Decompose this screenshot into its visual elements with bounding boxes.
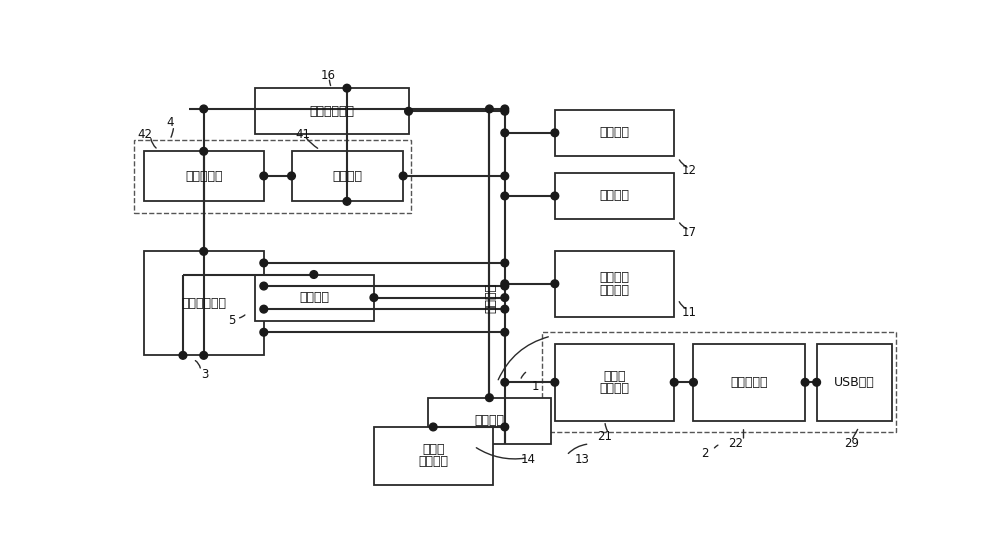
Text: 显示单元: 显示单元 [600, 189, 630, 203]
Circle shape [486, 105, 493, 113]
Circle shape [501, 108, 509, 115]
Circle shape [429, 423, 437, 431]
Circle shape [501, 105, 509, 113]
Circle shape [200, 148, 208, 155]
FancyBboxPatch shape [693, 344, 805, 421]
Text: 16: 16 [320, 69, 335, 82]
Text: 1: 1 [532, 380, 539, 392]
FancyBboxPatch shape [255, 275, 374, 321]
Circle shape [670, 379, 678, 386]
Text: 物理层: 物理层 [603, 370, 626, 382]
Text: 抗干扰电路: 抗干扰电路 [731, 376, 768, 389]
Circle shape [310, 271, 318, 279]
Circle shape [690, 379, 697, 386]
Text: 12: 12 [682, 164, 697, 177]
Text: 过流保护电路: 过流保护电路 [309, 105, 354, 118]
Circle shape [501, 305, 509, 313]
Circle shape [501, 259, 509, 267]
Text: 通讯电路: 通讯电路 [600, 382, 630, 395]
Text: 4: 4 [166, 117, 174, 129]
Text: 42: 42 [137, 128, 152, 141]
Text: 22: 22 [728, 437, 743, 451]
Circle shape [200, 351, 208, 359]
Text: 编码器: 编码器 [422, 443, 445, 456]
Circle shape [501, 129, 509, 137]
FancyBboxPatch shape [555, 173, 674, 219]
Circle shape [551, 192, 559, 200]
Circle shape [405, 108, 412, 115]
Circle shape [260, 259, 268, 267]
FancyBboxPatch shape [144, 251, 264, 355]
Text: 29: 29 [844, 437, 859, 451]
Circle shape [288, 172, 295, 180]
FancyBboxPatch shape [555, 110, 674, 156]
Circle shape [260, 282, 268, 290]
Circle shape [501, 294, 509, 301]
Circle shape [399, 172, 407, 180]
Circle shape [801, 379, 809, 386]
Text: 驱动芯片: 驱动芯片 [332, 170, 362, 183]
Text: 电源电路: 电源电路 [474, 414, 504, 427]
Text: 5: 5 [228, 314, 235, 327]
Text: 11: 11 [682, 306, 697, 320]
Text: 外部接口单元: 外部接口单元 [182, 297, 227, 310]
Text: 微处理器: 微处理器 [484, 282, 497, 312]
Text: 3: 3 [201, 368, 208, 381]
Text: 21: 21 [597, 430, 612, 443]
Text: 14: 14 [520, 453, 535, 466]
FancyBboxPatch shape [255, 88, 409, 134]
Text: USB接口: USB接口 [834, 376, 875, 389]
Circle shape [501, 329, 509, 336]
Text: 13: 13 [574, 453, 589, 466]
Text: 抱闸系统: 抱闸系统 [299, 291, 329, 304]
FancyBboxPatch shape [144, 152, 264, 201]
Circle shape [200, 248, 208, 255]
Circle shape [551, 129, 559, 137]
Circle shape [260, 329, 268, 336]
FancyBboxPatch shape [428, 398, 551, 444]
Circle shape [501, 379, 509, 386]
Text: 通讯地址: 通讯地址 [600, 271, 630, 285]
Circle shape [260, 305, 268, 313]
Circle shape [200, 105, 208, 113]
Text: 报警单元: 报警单元 [600, 127, 630, 139]
Circle shape [343, 84, 351, 92]
Circle shape [370, 294, 378, 301]
Circle shape [486, 394, 493, 402]
Circle shape [501, 192, 509, 200]
Text: 17: 17 [682, 226, 697, 239]
Circle shape [501, 282, 509, 290]
FancyBboxPatch shape [817, 344, 892, 421]
Circle shape [179, 351, 187, 359]
FancyBboxPatch shape [555, 251, 674, 317]
Text: 2: 2 [701, 447, 709, 460]
Circle shape [501, 172, 509, 180]
Circle shape [501, 280, 509, 287]
Circle shape [260, 172, 268, 180]
Text: 逆变桥电路: 逆变桥电路 [185, 170, 223, 183]
Circle shape [551, 379, 559, 386]
Text: 反馈电路: 反馈电路 [419, 456, 449, 468]
Circle shape [501, 423, 509, 431]
FancyBboxPatch shape [374, 427, 493, 485]
FancyBboxPatch shape [555, 344, 674, 421]
Text: 41: 41 [296, 128, 311, 141]
Circle shape [551, 280, 559, 287]
FancyBboxPatch shape [292, 152, 403, 201]
Text: 设定电路: 设定电路 [600, 284, 630, 297]
Circle shape [343, 198, 351, 205]
Circle shape [813, 379, 820, 386]
